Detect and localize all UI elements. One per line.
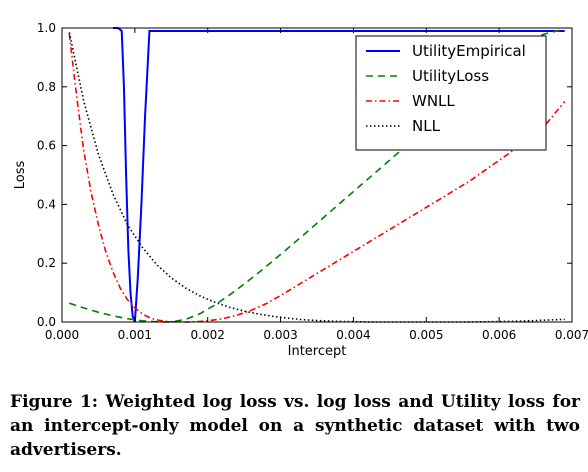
legend-label: UtilityEmpirical <box>412 42 526 60</box>
x-tick-label: 0.005 <box>409 328 443 342</box>
series-line-nll <box>68 32 565 323</box>
y-tick-label: 0.8 <box>37 80 56 94</box>
y-tick-label: 0.4 <box>37 197 56 211</box>
chart-figure: 0.000 0.001 0.002 0.003 0.004 0.005 0.006 0.007… <box>13 21 588 359</box>
axis-ticks: 0.000 0.001 0.002 0.003 0.004 0.005 0.006 0.007… <box>37 21 588 342</box>
y-tick-label: 0.0 <box>37 315 56 329</box>
plot-frame <box>61 27 573 323</box>
x-tick-label: 0.000 <box>45 328 79 342</box>
y-tick-label: 0.6 <box>37 139 56 153</box>
x-tick-label: 0.006 <box>482 328 516 342</box>
x-tick-label: 0.003 <box>263 328 297 342</box>
y-tick-label: 1.0 <box>37 21 56 35</box>
x-tick-label: 0.001 <box>118 328 152 342</box>
y-axis-label: Loss <box>13 161 28 190</box>
legend-label: NLL <box>412 117 441 135</box>
legend-label: WNLL <box>412 92 455 110</box>
x-tick-label: 0.002 <box>191 328 225 342</box>
legend: UtilityEmpirical UtilityLoss WNLL NLL <box>355 35 547 151</box>
legend-box <box>355 35 547 151</box>
series-line-utilityempirical <box>113 27 565 323</box>
x-tick-label: 0.004 <box>336 328 370 342</box>
y-tick-label: 0.2 <box>37 256 56 270</box>
series-line-wnll <box>68 33 566 323</box>
x-tick-label: 0.007 <box>555 328 588 342</box>
x-axis-label: Intercept <box>288 344 347 359</box>
legend-label: UtilityLoss <box>412 67 489 85</box>
figure-caption: Figure 1: Weighted log loss vs. log loss… <box>10 392 580 460</box>
line-chart: 0.000 0.001 0.002 0.003 0.004 0.005 0.006 0.007… <box>13 21 588 359</box>
